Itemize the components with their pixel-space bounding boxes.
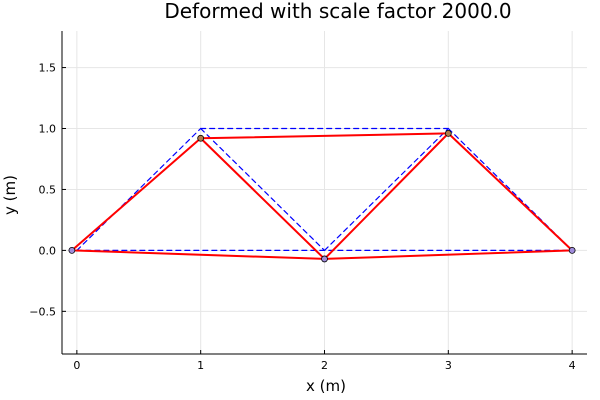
truss-node-marker [568,246,576,254]
truss-node-marker [444,129,452,137]
axes: 0 1 2 3 4 −0.5 0.0 0.5 1.0 1.5 [29,31,587,372]
x-tick-label: 2 [321,359,328,372]
undeformed-member [200,127,326,251]
truss-node-marker [321,255,328,263]
truss-node-marker [197,134,205,142]
y-tick-label: 1.5 [39,62,57,75]
y-tick-label: −0.5 [29,305,56,318]
y-tick-label: 0.5 [39,183,57,196]
deformed-member [323,249,574,260]
deformed-member [70,137,202,252]
deformed-member [70,249,326,260]
x-tick-label: 1 [197,359,204,372]
grid [62,31,587,354]
deformed-member [447,132,574,252]
y-tick-label: 0.0 [39,244,57,257]
y-tick-label: 1.0 [39,123,57,136]
deformed-member [199,137,326,260]
x-tick-label: 0 [73,359,80,372]
chart-title: Deformed with scale factor 2000.0 [164,0,511,23]
plot-area [68,127,576,263]
undeformed-member [76,127,202,251]
x-tick-label: 4 [569,359,576,372]
deformed-truss [68,129,576,263]
undeformed-member [323,127,449,251]
deformed-member [323,132,450,260]
truss-node-marker [68,246,76,254]
x-axis-label: x (m) [306,377,346,395]
x-tick-label: 3 [445,359,452,372]
deformed-member [199,132,450,140]
y-axis-label: y (m) [1,175,19,215]
